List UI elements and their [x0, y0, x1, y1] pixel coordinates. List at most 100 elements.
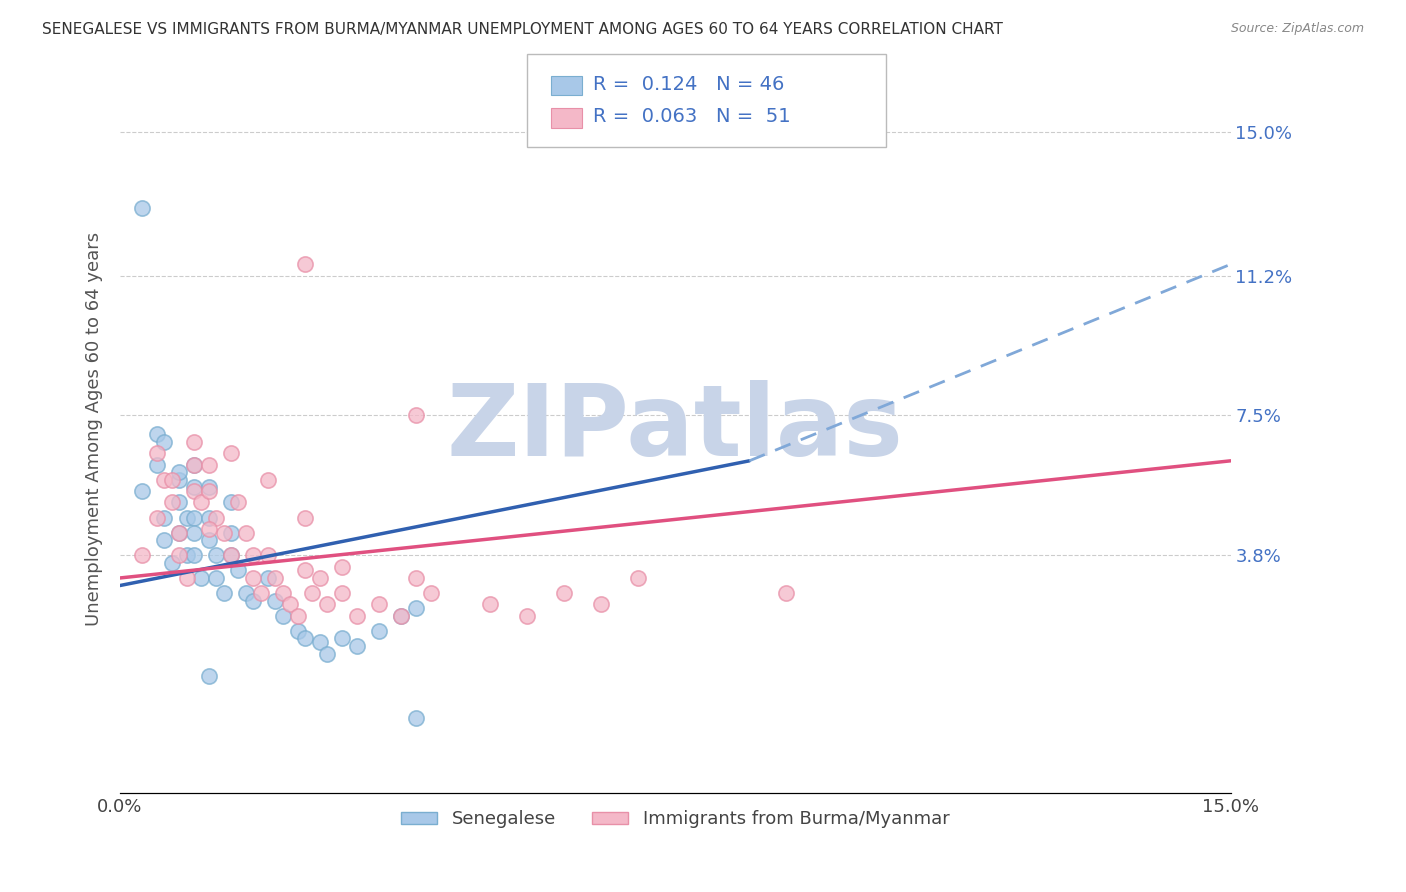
Point [153, 434, 176, 449]
Point [264, 571, 287, 585]
Point [249, 586, 271, 600]
Text: R =  0.063   N =  51: R = 0.063 N = 51 [593, 107, 792, 127]
Point [176, 549, 198, 563]
Y-axis label: Unemployment Among Ages 60 to 64 years: Unemployment Among Ages 60 to 64 years [86, 232, 103, 626]
Point [183, 525, 205, 540]
Point [153, 473, 176, 487]
Point [183, 510, 205, 524]
Point [167, 465, 190, 479]
Point [219, 446, 242, 460]
Point [553, 586, 575, 600]
Point [294, 510, 316, 524]
Point [146, 510, 169, 524]
Point [405, 409, 427, 423]
Point [153, 510, 176, 524]
Point [146, 458, 169, 472]
Point [183, 458, 205, 472]
Point [405, 711, 427, 725]
Point [330, 632, 353, 646]
Point [775, 586, 797, 600]
Point [167, 525, 190, 540]
Point [176, 510, 198, 524]
Point [146, 427, 169, 442]
Point [271, 608, 294, 623]
Point [131, 201, 153, 215]
Point [294, 632, 316, 646]
Point [368, 624, 391, 638]
Point [389, 608, 412, 623]
Point [257, 571, 280, 585]
Point [183, 484, 205, 499]
Point [309, 571, 332, 585]
Point [591, 598, 613, 612]
Point [330, 586, 353, 600]
Point [242, 571, 264, 585]
Point [257, 549, 280, 563]
Point [287, 608, 309, 623]
Point [205, 510, 228, 524]
Point [205, 549, 228, 563]
Point [257, 473, 280, 487]
Point [131, 549, 153, 563]
Point [301, 586, 323, 600]
Point [278, 598, 301, 612]
Point [198, 533, 221, 548]
Point [219, 495, 242, 509]
Point [219, 525, 242, 540]
Point [420, 586, 443, 600]
Point [316, 647, 339, 661]
Point [294, 563, 316, 577]
Point [198, 669, 221, 683]
Point [516, 608, 538, 623]
Point [212, 525, 235, 540]
Text: Source: ZipAtlas.com: Source: ZipAtlas.com [1230, 22, 1364, 36]
Point [287, 624, 309, 638]
Point [167, 495, 190, 509]
Point [316, 598, 339, 612]
Point [198, 480, 221, 494]
Point [176, 571, 198, 585]
Point [235, 586, 257, 600]
Point [198, 484, 221, 499]
Point [389, 608, 412, 623]
Point [183, 480, 205, 494]
Point [228, 563, 250, 577]
Text: R =  0.124   N = 46: R = 0.124 N = 46 [593, 75, 785, 95]
Point [146, 446, 169, 460]
Point [479, 598, 502, 612]
Point [160, 556, 183, 570]
Point [167, 473, 190, 487]
Point [228, 495, 250, 509]
Point [346, 608, 368, 623]
Point [405, 571, 427, 585]
Legend: Senegalese, Immigrants from Burma/Myanmar: Senegalese, Immigrants from Burma/Myanma… [394, 803, 956, 836]
Point [160, 473, 183, 487]
Point [219, 549, 242, 563]
Point [167, 549, 190, 563]
Point [183, 434, 205, 449]
Point [198, 458, 221, 472]
Point [405, 601, 427, 615]
Point [190, 495, 212, 509]
Point [167, 525, 190, 540]
Text: ZIPatlas: ZIPatlas [447, 380, 904, 477]
Point [346, 639, 368, 653]
Point [212, 586, 235, 600]
Point [219, 549, 242, 563]
Point [198, 510, 221, 524]
Point [309, 635, 332, 649]
Point [235, 525, 257, 540]
Point [368, 598, 391, 612]
Point [198, 522, 221, 536]
Point [271, 586, 294, 600]
Point [190, 571, 212, 585]
Point [294, 257, 316, 271]
Point [330, 559, 353, 574]
Point [264, 593, 287, 607]
Point [627, 571, 650, 585]
Point [131, 484, 153, 499]
Point [160, 495, 183, 509]
Point [153, 533, 176, 548]
Point [242, 593, 264, 607]
Text: SENEGALESE VS IMMIGRANTS FROM BURMA/MYANMAR UNEMPLOYMENT AMONG AGES 60 TO 64 YEA: SENEGALESE VS IMMIGRANTS FROM BURMA/MYAN… [42, 22, 1002, 37]
